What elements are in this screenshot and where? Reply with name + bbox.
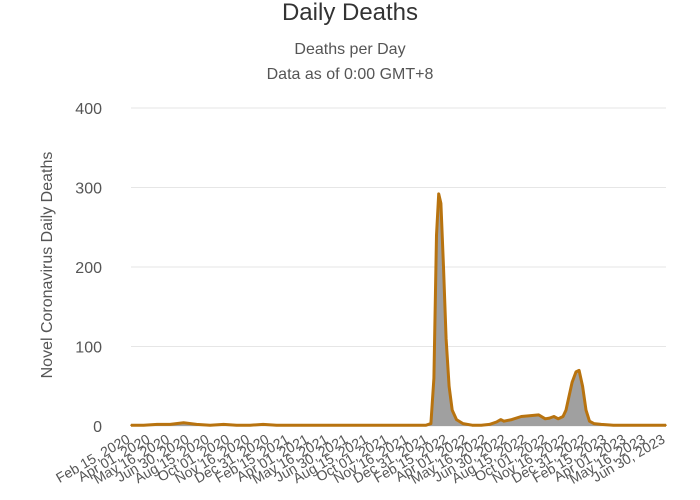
- series-layer: [130, 192, 667, 427]
- data-point: [575, 371, 577, 373]
- data-point: [222, 423, 225, 426]
- data-point: [471, 424, 474, 427]
- data-point: [565, 409, 567, 411]
- data-point: [156, 423, 158, 426]
- data-point: [433, 377, 435, 380]
- y-axis-ticks: 0 100 200 300 400: [75, 101, 102, 436]
- data-point: [520, 415, 523, 418]
- data-point: [553, 415, 555, 418]
- data-point: [440, 202, 442, 205]
- data-point: [451, 409, 454, 411]
- data-point: [430, 422, 432, 425]
- y-tick-label-100: 100: [75, 340, 102, 357]
- data-point: [130, 424, 132, 427]
- y-tick-label-400: 400: [75, 101, 102, 118]
- data-point: [407, 424, 410, 427]
- data-point: [435, 234, 438, 236]
- data-point: [567, 397, 570, 400]
- data-point: [209, 424, 211, 427]
- data-point: [537, 414, 540, 416]
- chart-subtitle: Deaths per Day: [294, 41, 405, 58]
- data-point: [593, 422, 595, 425]
- data-point: [169, 423, 171, 426]
- data-point: [571, 381, 573, 384]
- series-line-0: [131, 192, 666, 427]
- data-point: [381, 424, 384, 427]
- data-point: [665, 424, 667, 427]
- data-point: [578, 369, 580, 372]
- data-point: [639, 424, 641, 427]
- data-point: [528, 414, 531, 417]
- data-point: [437, 193, 440, 195]
- series-area-0: [131, 193, 666, 426]
- data-point: [510, 418, 513, 421]
- data-point: [448, 385, 450, 388]
- data-point: [612, 424, 615, 427]
- data-point: [588, 420, 591, 423]
- data-point: [142, 424, 145, 427]
- data-point: [488, 423, 491, 426]
- data-point: [600, 423, 602, 426]
- data-point: [195, 423, 198, 426]
- data-point: [626, 424, 628, 427]
- chart-title: Daily Deaths: [282, 0, 418, 26]
- data-point: [500, 418, 502, 421]
- data-point: [585, 409, 587, 411]
- y-tick-label-300: 300: [75, 181, 102, 198]
- data-point: [557, 418, 559, 420]
- data-point: [182, 422, 185, 424]
- y-tick-label-0: 0: [93, 419, 102, 436]
- data-point: [455, 418, 458, 421]
- data-point: [480, 424, 483, 427]
- data-point: [495, 421, 498, 423]
- data-point: [445, 337, 447, 340]
- data-point: [249, 424, 251, 427]
- data-point: [354, 424, 357, 427]
- data-point: [442, 266, 445, 268]
- data-point: [301, 424, 304, 427]
- y-tick-label-200: 200: [75, 260, 102, 277]
- data-point: [462, 422, 464, 425]
- data-point: [235, 424, 238, 427]
- data-point: [327, 424, 330, 427]
- grid-lines: [131, 107, 666, 427]
- data-point: [562, 415, 564, 418]
- y-axis-label: Novel Coronavirus Daily Deaths: [39, 152, 56, 379]
- data-point: [548, 417, 551, 419]
- data-point: [262, 423, 264, 426]
- chart-data-timestamp: Data as of 0:00 GMT+8: [267, 66, 434, 83]
- data-point: [544, 418, 546, 420]
- data-point: [275, 424, 278, 427]
- data-point: [425, 424, 427, 427]
- data-point: [581, 385, 584, 388]
- data-point: [503, 420, 505, 423]
